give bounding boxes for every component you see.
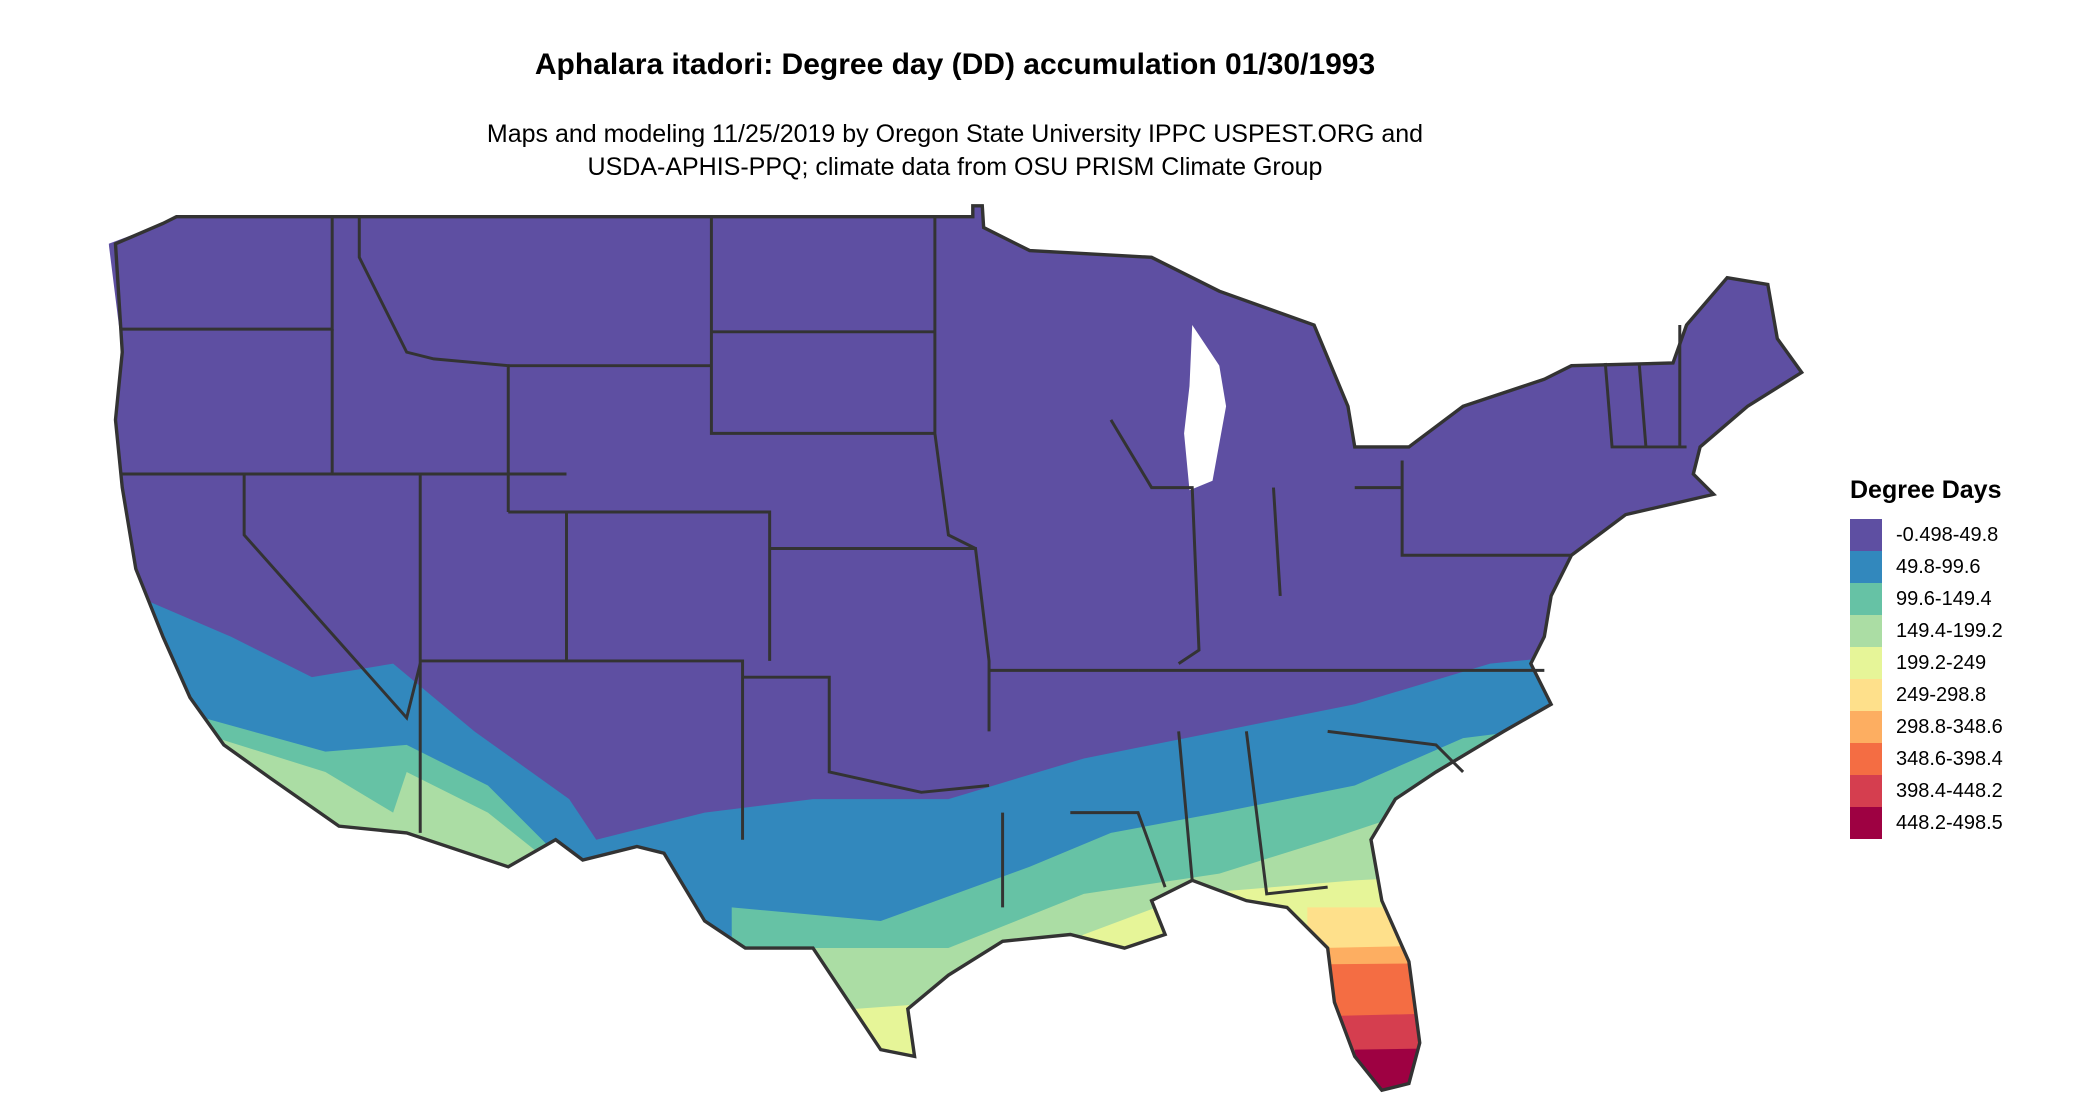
legend-swatch — [1850, 551, 1882, 583]
legend-swatch — [1850, 711, 1882, 743]
legend-label: 99.6-149.4 — [1896, 587, 1992, 610]
legend-swatch — [1850, 647, 1882, 679]
legend-swatch — [1850, 583, 1882, 615]
legend-item: 149.4-199.2 — [1850, 615, 2003, 647]
legend-label: 199.2-249 — [1896, 651, 1987, 674]
lake-michigan — [1184, 325, 1227, 491]
map-title: Aphalara itadori: Degree day (DD) accumu… — [534, 48, 1376, 81]
map-subtitle: Maps and modeling 11/25/2019 by Oregon S… — [0, 118, 1910, 184]
legend-item: 249-298.8 — [1850, 679, 2003, 711]
legend-title: Degree Days — [1850, 476, 2002, 504]
legend-swatch — [1850, 519, 1882, 551]
legend-swatch — [1850, 743, 1882, 775]
legend-item: 448.2-498.5 — [1850, 807, 2003, 839]
legend-swatch — [1850, 679, 1882, 711]
legend-item: -0.498-49.8 — [1850, 519, 2003, 551]
legend-item: 298.8-348.6 — [1850, 711, 2003, 743]
legend-label: 398.4-448.2 — [1896, 779, 2003, 802]
legend-label: 249-298.8 — [1896, 683, 1987, 706]
subtitle-line-2: USDA-APHIS-PPQ; climate data from OSU PR… — [587, 153, 1323, 181]
legend-item: 348.6-398.4 — [1850, 743, 2003, 775]
legend-label: -0.498-49.8 — [1896, 523, 1999, 546]
national-border — [113, 204, 1805, 1093]
legend-item: 199.2-249 — [1850, 647, 2003, 679]
state-borders — [119, 216, 1687, 908]
legend-swatch — [1850, 615, 1882, 647]
legend-item: 398.4-448.2 — [1850, 775, 2003, 807]
legend-swatch — [1850, 807, 1882, 839]
legend-label: 49.8-99.6 — [1896, 555, 1981, 578]
legend-label: 298.8-348.6 — [1896, 715, 2003, 738]
legend-label: 448.2-498.5 — [1896, 811, 2003, 834]
subtitle-line-1: Maps and modeling 11/25/2019 by Oregon S… — [486, 120, 1424, 148]
legend: Degree Days -0.498-49.8 49.8-99.6 99.6-149… — [1850, 476, 2003, 839]
legend-item: 99.6-149.4 — [1850, 583, 2003, 615]
legend-label: 348.6-398.4 — [1896, 747, 2003, 770]
band-9 — [1354, 1045, 1626, 1091]
legend-swatch — [1850, 775, 1882, 807]
legend-item: 49.8-99.6 — [1850, 551, 2003, 583]
legend-label: 149.4-199.2 — [1896, 619, 2003, 642]
